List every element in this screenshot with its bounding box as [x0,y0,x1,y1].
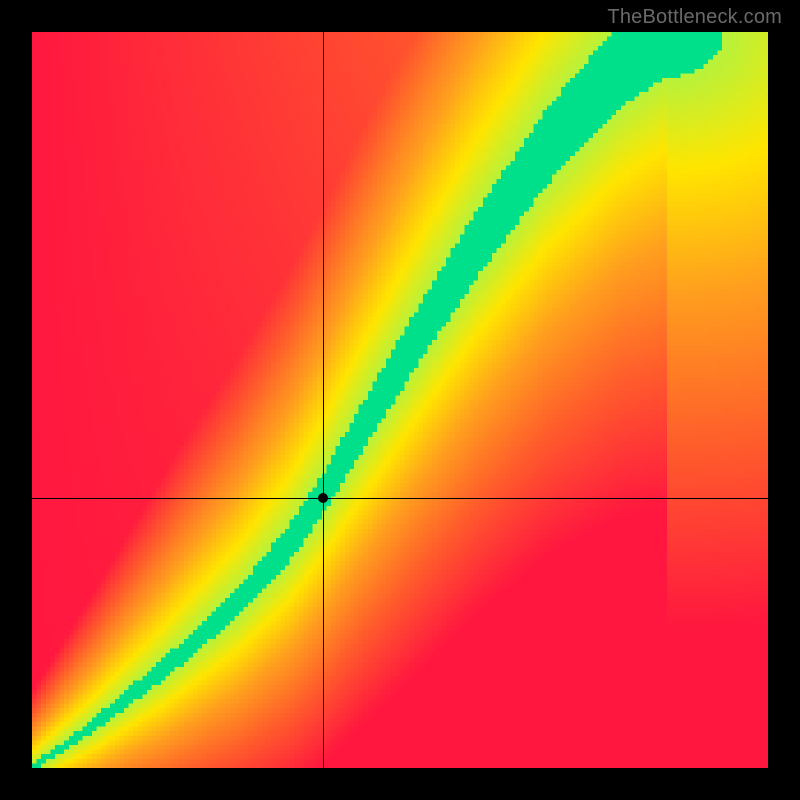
crosshair-marker [318,493,328,503]
heatmap-canvas [32,32,768,768]
crosshair-horizontal [32,498,768,499]
watermark-text: TheBottleneck.com [607,6,782,29]
frame: TheBottleneck.com [0,0,800,800]
plot-area [32,32,768,768]
crosshair-vertical [323,32,324,768]
